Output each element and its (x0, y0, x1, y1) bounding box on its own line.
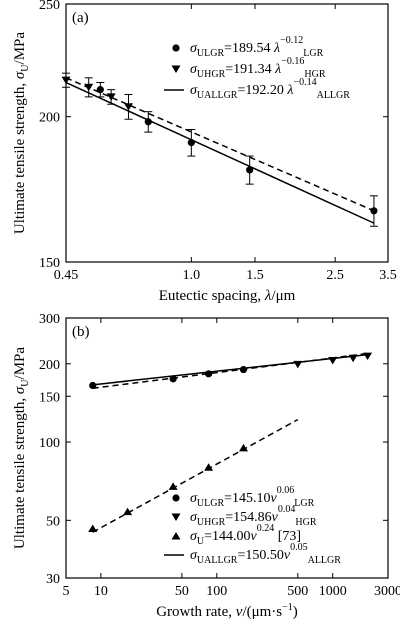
legend-circle-marker (172, 494, 180, 502)
y-tick-label: 30 (46, 572, 60, 587)
panel-a: 0.45 1.0 1.5 2.5 3.5 150 200 250 (a) Eutectic spa… (12, 0, 397, 304)
x-tick-label: 1.5 (246, 268, 264, 283)
triangle-up-point (88, 524, 98, 533)
legend-triangle-down-marker (171, 513, 181, 521)
circle-point (169, 375, 177, 383)
triangle-down-point (61, 76, 71, 85)
triangle-up-point (168, 482, 178, 490)
x-tick-label: 3.5 (379, 268, 397, 283)
legend-entry: σU=144.00v0.24​ [73] (190, 523, 301, 547)
circle-point (239, 365, 248, 374)
y-tick-label: 200 (39, 358, 60, 373)
x-tick-label: 3000 (374, 584, 400, 599)
y-axis-label: Ultimate tensile strength, σU/MPa (12, 347, 31, 549)
circle-point (205, 370, 213, 378)
triangle-down-point (328, 356, 338, 365)
x-tick-label: 100 (206, 584, 227, 599)
x-tick-label: 2.5 (326, 268, 344, 283)
legend-entry: σULGR=145.10v0.06LGR (190, 485, 315, 509)
x-axis-label: Growth rate, v/(μm·s−1) (156, 602, 298, 620)
triangle-down-point (293, 360, 303, 369)
dashed-fit-line (65, 77, 375, 212)
x-axis-label: Eutectic spacing, λ/μm (159, 288, 296, 304)
x-tick-label: 1000 (319, 584, 347, 599)
circle-point (246, 166, 254, 174)
y-tick-label: 200 (39, 111, 60, 126)
legend-triangle-up-marker (171, 532, 181, 540)
triangle-up-point (123, 507, 133, 516)
triangle-down-point (84, 83, 94, 92)
triangle-up-point (204, 463, 214, 471)
y-tick-label: 50 (46, 514, 60, 529)
triangle-down-point (106, 93, 116, 101)
circle-point (370, 207, 378, 215)
y-tick-label: 300 (39, 312, 60, 327)
triangle-down-point (123, 103, 133, 111)
x-tick-label: 1.0 (183, 268, 201, 283)
x-tick-label: 50 (175, 584, 189, 599)
circle-point (89, 381, 97, 390)
panel-label: (a) (72, 10, 89, 26)
x-tick-label: 10 (94, 584, 108, 599)
y-tick-label: 150 (39, 256, 60, 271)
triangle-down-point (348, 354, 358, 363)
legend-circle-marker (172, 44, 180, 52)
plot-frame (65, 317, 389, 579)
legend-entry: σUHGR=154.86v0.04HGR (190, 504, 317, 528)
legend-entry: σUALLGR=192.20 λ−0.14ALLGR (190, 77, 350, 101)
dashed-fit-line (92, 352, 368, 390)
triangle-down-point (363, 352, 373, 361)
circle-point (96, 86, 104, 94)
solid-fit-line (65, 81, 375, 224)
y-tick-label: 150 (39, 390, 60, 405)
plot-frame (65, 3, 389, 263)
legend-entry: σUHGR=191.34 λ−0.16HGR (190, 56, 326, 80)
panel-label: (b) (72, 324, 90, 340)
x-tick-label: 5 (63, 584, 70, 599)
circle-point (144, 118, 152, 126)
circle-point (187, 139, 195, 147)
legend-triangle-down-marker (171, 65, 181, 73)
x-tick-label: 0.45 (54, 268, 79, 283)
panel-b: 5 10 50 100 500 1000 3000 30 50 100 150 200 300 (b) Gr… (12, 312, 400, 620)
x-tick-label: 500 (287, 584, 308, 599)
y-axis-label: Ultimate tensile strength, σU/MPa (12, 32, 31, 234)
legend-entry: σUALLGR=150.50v0.05ALLGR (190, 542, 341, 566)
triangle-up-point (239, 443, 249, 452)
dashed-fit-line (92, 418, 299, 533)
y-tick-label: 250 (39, 0, 60, 13)
y-tick-label: 100 (39, 436, 60, 451)
legend-entry: σULGR=189.54 λ−0.12LGR (190, 35, 324, 59)
